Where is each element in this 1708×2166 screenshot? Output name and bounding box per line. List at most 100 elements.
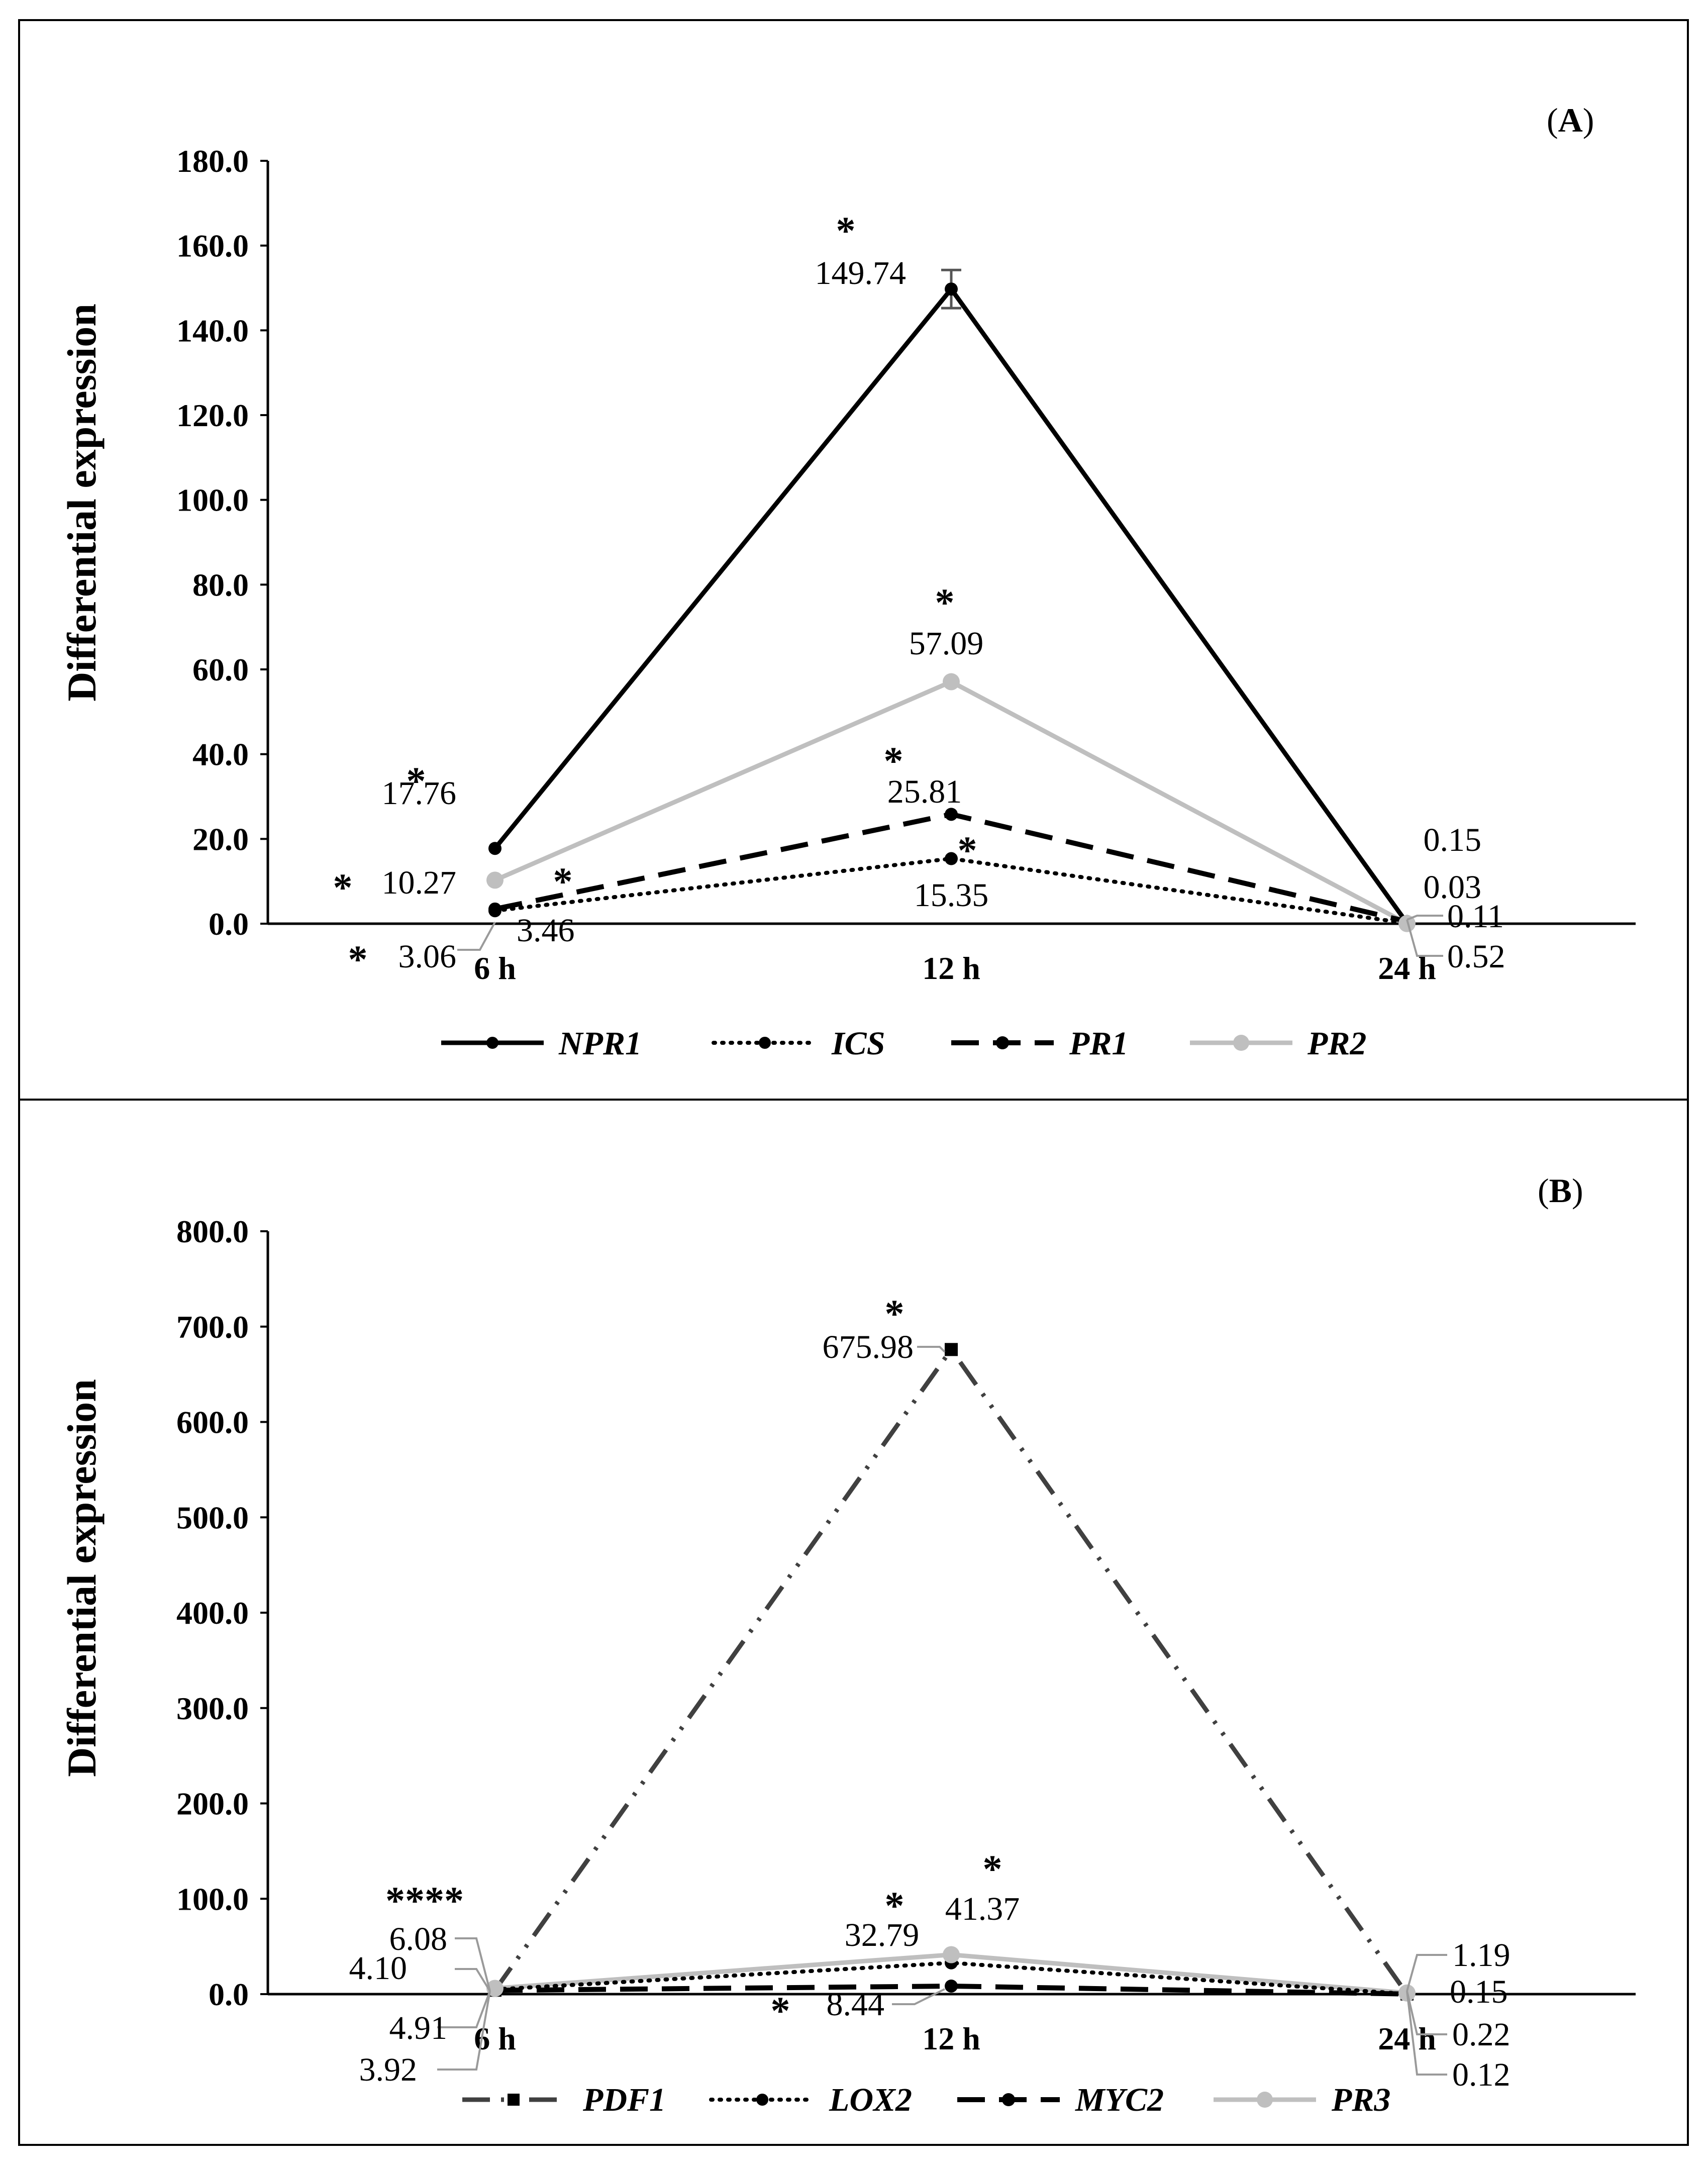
panel-a-star-ics-6h: *: [348, 937, 368, 981]
panel-a-series-ics-line: [493, 856, 1409, 926]
panel-a-label: (A): [1547, 101, 1594, 139]
panel-a-y-axis-title: Differential expression: [59, 304, 105, 702]
legend-pr2-label: PR2: [1307, 1025, 1366, 1062]
panel-a-star-pr2-12h: *: [935, 580, 955, 624]
panel-a-y-tick-label: 160.0: [176, 228, 249, 264]
panel-a-label-ics-24h: 0.11: [1447, 898, 1504, 935]
legend-pdf1-marker: [508, 2094, 520, 2106]
panel-a-label-pr2-12h: 57.09: [909, 625, 984, 662]
legend-lox2-label: LOX2: [829, 2082, 912, 2118]
panel-b-star-6h: ****: [385, 1879, 464, 1922]
panel-a-label-pr1-6h: 3.46: [517, 912, 575, 949]
panel-a-marker-pr2-1: [943, 673, 960, 691]
legend-ics-label: ICS: [831, 1025, 885, 1062]
legend-pr3-marker: [1257, 2092, 1273, 2108]
panel-a-marker-pr2-0: [486, 871, 504, 889]
panel-a-border: [18, 19, 1689, 1101]
panel-b-y-axis-title: Differential expression: [59, 1379, 105, 1777]
panel-b-series-lox2-line: [493, 1960, 1409, 1996]
panel-b-label-myc2-12h: 8.44: [827, 1986, 885, 2023]
legend-pr3-label: PR3: [1331, 2082, 1390, 2118]
panel-a-y-tick-label: 100.0: [176, 482, 249, 518]
legend-myc2-label: MYC2: [1075, 2082, 1164, 2118]
legend-lox2[interactable]: LOX2: [709, 2082, 912, 2118]
panel-a-star-npr1-6h: *: [407, 759, 426, 803]
panel-a-label-npr1-24h: 0.15: [1424, 822, 1482, 858]
legend-pdf1-label: PDF1: [582, 2082, 666, 2118]
panel-b-series-myc2-line: [494, 1983, 1408, 1997]
legend-npr1[interactable]: NPR1: [441, 1025, 642, 1062]
panel-b-label-pr3-12h: 41.37: [945, 1891, 1020, 1927]
panel-a-leader-lines: [457, 915, 1443, 957]
panel-a-label-pr1-24h: 0.52: [1447, 938, 1505, 975]
legend-npr1-marker: [486, 1037, 498, 1049]
legend-pr1-label: PR1: [1069, 1025, 1128, 1062]
panel-b-y-ticks: 0.0 100.0 200.0 300.0 400.0 500.0 600.0 700.0 80…: [176, 1214, 268, 2012]
panel-b-y-tick-label: 600.0: [176, 1405, 249, 1440]
legend-lox2-marker: [756, 2094, 768, 2106]
panel-a-y-ticks: 0.0 20.0 40.0 60.0 80.0 100.0 120.0 140.0 160.0 1…: [176, 143, 268, 942]
legend-pdf1[interactable]: PDF1: [462, 2082, 666, 2118]
panel-a-label-pr2-6h: 10.27: [382, 864, 457, 901]
panel-b-y-tick-label: 700.0: [176, 1309, 249, 1345]
panel-b-label: (B): [1538, 1171, 1583, 1210]
panel-b-star-lox2-12h: *: [885, 1884, 905, 1927]
panel-a-label-npr1-6h: 17.76: [382, 775, 457, 812]
panel-a-y-tick-label: 0.0: [209, 906, 249, 942]
panel-a-marker-npr1-1: [945, 282, 958, 296]
panel-b-marker-pdf1-1: [945, 1343, 958, 1356]
panel-b-y-tick-label: 400.0: [176, 1595, 249, 1631]
legend-npr1-label: NPR1: [558, 1025, 642, 1062]
legend-myc2[interactable]: MYC2: [957, 2082, 1164, 2118]
panel-a-star-pr1-12h: *: [884, 739, 903, 782]
legend-pr3[interactable]: PR3: [1214, 2082, 1390, 2118]
panel-b: (B) Differential expression 0.0 100.0 200.…: [18, 1099, 1689, 2146]
panel-a-y-tick-label: 60.0: [192, 652, 249, 687]
panel-a-star-npr1-12h: *: [836, 209, 856, 252]
panel-b-label-pdf1-24h: 0.15: [1450, 1974, 1508, 2010]
panel-b-y-tick-label: 300.0: [176, 1691, 249, 1726]
panel-b-y-tick-label: 200.0: [176, 1786, 249, 1822]
panel-a-marker-ics-1: [945, 852, 958, 865]
legend-pr2-marker: [1233, 1035, 1249, 1051]
panel-b-y-tick-label: 100.0: [176, 1881, 249, 1917]
panel-a-label-ics-12h: 15.35: [914, 877, 989, 914]
panel-b-label-lox2-6h: 4.91: [389, 2010, 448, 2046]
panel-a-y-tick-label: 40.0: [192, 737, 249, 772]
panel-b-marker-myc2-1: [945, 1979, 958, 1993]
legend-pr1[interactable]: PR1: [951, 1025, 1128, 1062]
panel-a-marker-pr1-0: [488, 902, 501, 916]
panel-a-label-pr1-12h: 25.81: [887, 773, 962, 810]
legend-ics-marker: [759, 1037, 771, 1049]
panel-b-label-lox2-24h: 0.22: [1452, 2016, 1511, 2053]
legend-pr2[interactable]: PR2: [1190, 1025, 1366, 1062]
panel-a-marker-pr2-2: [1398, 915, 1416, 932]
panel-b-star-pr3-12h: *: [983, 1847, 1002, 1891]
panel-b-label-lox2-12h: 32.79: [845, 1917, 920, 1953]
panel-a-y-tick-label: 120.0: [176, 398, 249, 433]
panel-b-y-tick-label: 800.0: [176, 1214, 249, 1249]
panel-b-star-myc2-12h: *: [771, 1989, 790, 2032]
panel-b-marker-pr3-1: [943, 1946, 960, 1963]
legend-pr1-marker: [996, 1036, 1009, 1049]
panel-b-label-pdf1-12h: 675.98: [823, 1329, 914, 1365]
panel-a-y-tick-label: 80.0: [192, 567, 249, 603]
panel-a-y-tick-label: 140.0: [176, 313, 249, 348]
panel-a-star-ics-12h: *: [958, 828, 977, 872]
panel-a: (A) Differential expression 0.0 20.0 40.0 6…: [18, 19, 1689, 1101]
panel-b-label-myc2-24h: 0.12: [1452, 2056, 1511, 2093]
panel-a-y-tick-label: 20.0: [192, 821, 249, 857]
panel-a-marker-npr1-0: [488, 842, 501, 855]
panel-b-x-tick-12h: 12 h: [922, 2021, 980, 2056]
panel-b-label-myc2-6h: 3.92: [359, 2051, 418, 2088]
legend-ics[interactable]: ICS: [712, 1025, 885, 1062]
panel-a-legend: NPR1 ICS PR1 PR2: [441, 1025, 1366, 1062]
panel-a-label-pr2-24h: 0.03: [1424, 869, 1482, 906]
panel-a-marker-pr1-1: [945, 808, 958, 821]
panel-b-label-pr3-6h: 6.08: [389, 1921, 448, 1957]
panel-b-star-pdf1-12h: *: [885, 1292, 905, 1335]
panel-b-leader-lines: [437, 1346, 1447, 2076]
panel-b-y-tick-label: 500.0: [176, 1500, 249, 1535]
panel-a-star-pr2-6h: *: [333, 865, 353, 909]
